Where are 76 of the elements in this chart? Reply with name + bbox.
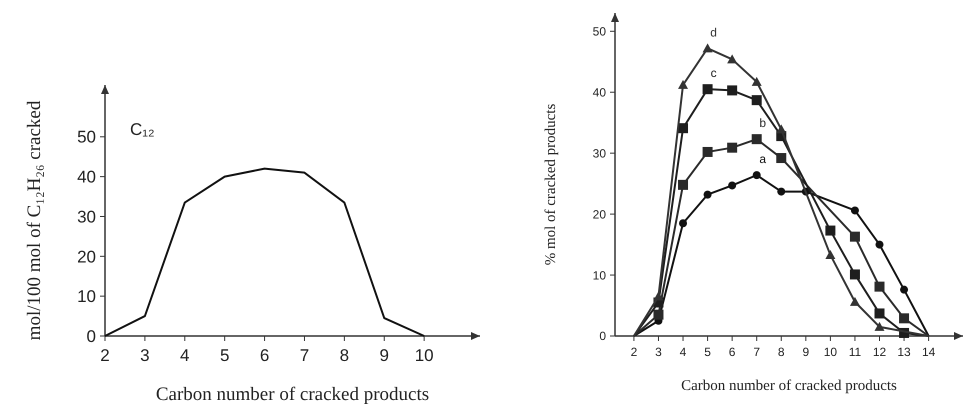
x-tick-label: 6 bbox=[260, 346, 270, 365]
x-tick-label: 4 bbox=[680, 345, 687, 359]
point bbox=[825, 250, 836, 259]
x-tick-label: 3 bbox=[655, 345, 662, 359]
point bbox=[776, 153, 786, 164]
x-tick-label: 7 bbox=[300, 346, 310, 365]
point bbox=[850, 269, 860, 280]
point bbox=[752, 76, 762, 86]
point bbox=[752, 171, 761, 180]
y-tick-label: 50 bbox=[77, 128, 96, 147]
point bbox=[702, 84, 713, 94]
y-tick-label: 50 bbox=[592, 24, 606, 38]
point bbox=[679, 219, 688, 228]
point bbox=[678, 180, 688, 190]
point bbox=[704, 190, 712, 199]
x-tick-label: 5 bbox=[704, 345, 712, 359]
x-tick-label: 14 bbox=[922, 345, 936, 359]
point bbox=[653, 310, 664, 320]
point bbox=[850, 232, 860, 242]
x-tick-label: 7 bbox=[753, 345, 760, 359]
x-tick-label: 12 bbox=[872, 345, 886, 359]
x-tick-label: 13 bbox=[897, 345, 912, 359]
x-tick-label: 9 bbox=[380, 346, 389, 365]
y-tick-label: 20 bbox=[592, 207, 606, 222]
y-tick-label: 0 bbox=[599, 329, 606, 344]
y-tick-label: 30 bbox=[592, 146, 606, 160]
point bbox=[777, 188, 786, 196]
point bbox=[727, 142, 738, 153]
series-label: a bbox=[759, 152, 766, 166]
x-tick-label: 5 bbox=[220, 346, 230, 365]
y-tick-label: 10 bbox=[592, 268, 606, 282]
y-tick-label: 0 bbox=[86, 326, 96, 346]
y-tick-label: 20 bbox=[77, 247, 96, 266]
y-tick-label: 40 bbox=[77, 168, 96, 187]
point bbox=[850, 206, 859, 214]
x-tick-label: 2 bbox=[630, 345, 638, 359]
y-tick-label: 40 bbox=[592, 85, 606, 100]
x-tick-label: 8 bbox=[778, 345, 785, 359]
x-tick-label: 11 bbox=[848, 345, 862, 359]
point bbox=[702, 146, 713, 157]
point bbox=[678, 80, 688, 89]
point bbox=[825, 226, 836, 236]
point bbox=[653, 291, 664, 300]
x-tick-label: 10 bbox=[414, 346, 434, 365]
point bbox=[874, 308, 884, 318]
point bbox=[850, 296, 860, 306]
point bbox=[728, 181, 736, 190]
point bbox=[876, 240, 884, 249]
point bbox=[899, 313, 910, 324]
x-tick-label: 10 bbox=[824, 345, 838, 359]
series-label: d bbox=[710, 25, 717, 40]
x-tick-label: 2 bbox=[100, 346, 110, 365]
series-label: b bbox=[759, 116, 766, 130]
x-tick-label: 4 bbox=[180, 346, 190, 365]
y-tick-label: 30 bbox=[77, 207, 96, 226]
annotation: C₁₂ bbox=[130, 120, 155, 139]
line-series bbox=[104, 168, 426, 337]
x-tick-label: 3 bbox=[140, 346, 150, 365]
x-tick-label: 9 bbox=[802, 345, 810, 359]
y-axis-title: % mol of cracked products bbox=[543, 104, 559, 266]
point bbox=[727, 54, 738, 64]
point bbox=[776, 124, 786, 134]
point bbox=[874, 282, 884, 292]
series-label: c bbox=[710, 66, 717, 80]
y-axis-title: mol/100 mol of C₁₂H₂₆ cracked bbox=[24, 100, 45, 340]
x-tick-label: 8 bbox=[340, 346, 350, 365]
point bbox=[727, 85, 738, 96]
point bbox=[752, 95, 762, 106]
x-tick-label: 6 bbox=[728, 345, 736, 359]
point bbox=[702, 43, 713, 52]
point bbox=[752, 134, 762, 144]
x-axis-title: Carbon number of cracked products bbox=[681, 378, 898, 394]
point bbox=[874, 322, 884, 331]
point bbox=[900, 286, 908, 294]
y-tick-label: 10 bbox=[77, 287, 96, 306]
x-axis-title: Carbon number of cracked products bbox=[156, 384, 430, 405]
